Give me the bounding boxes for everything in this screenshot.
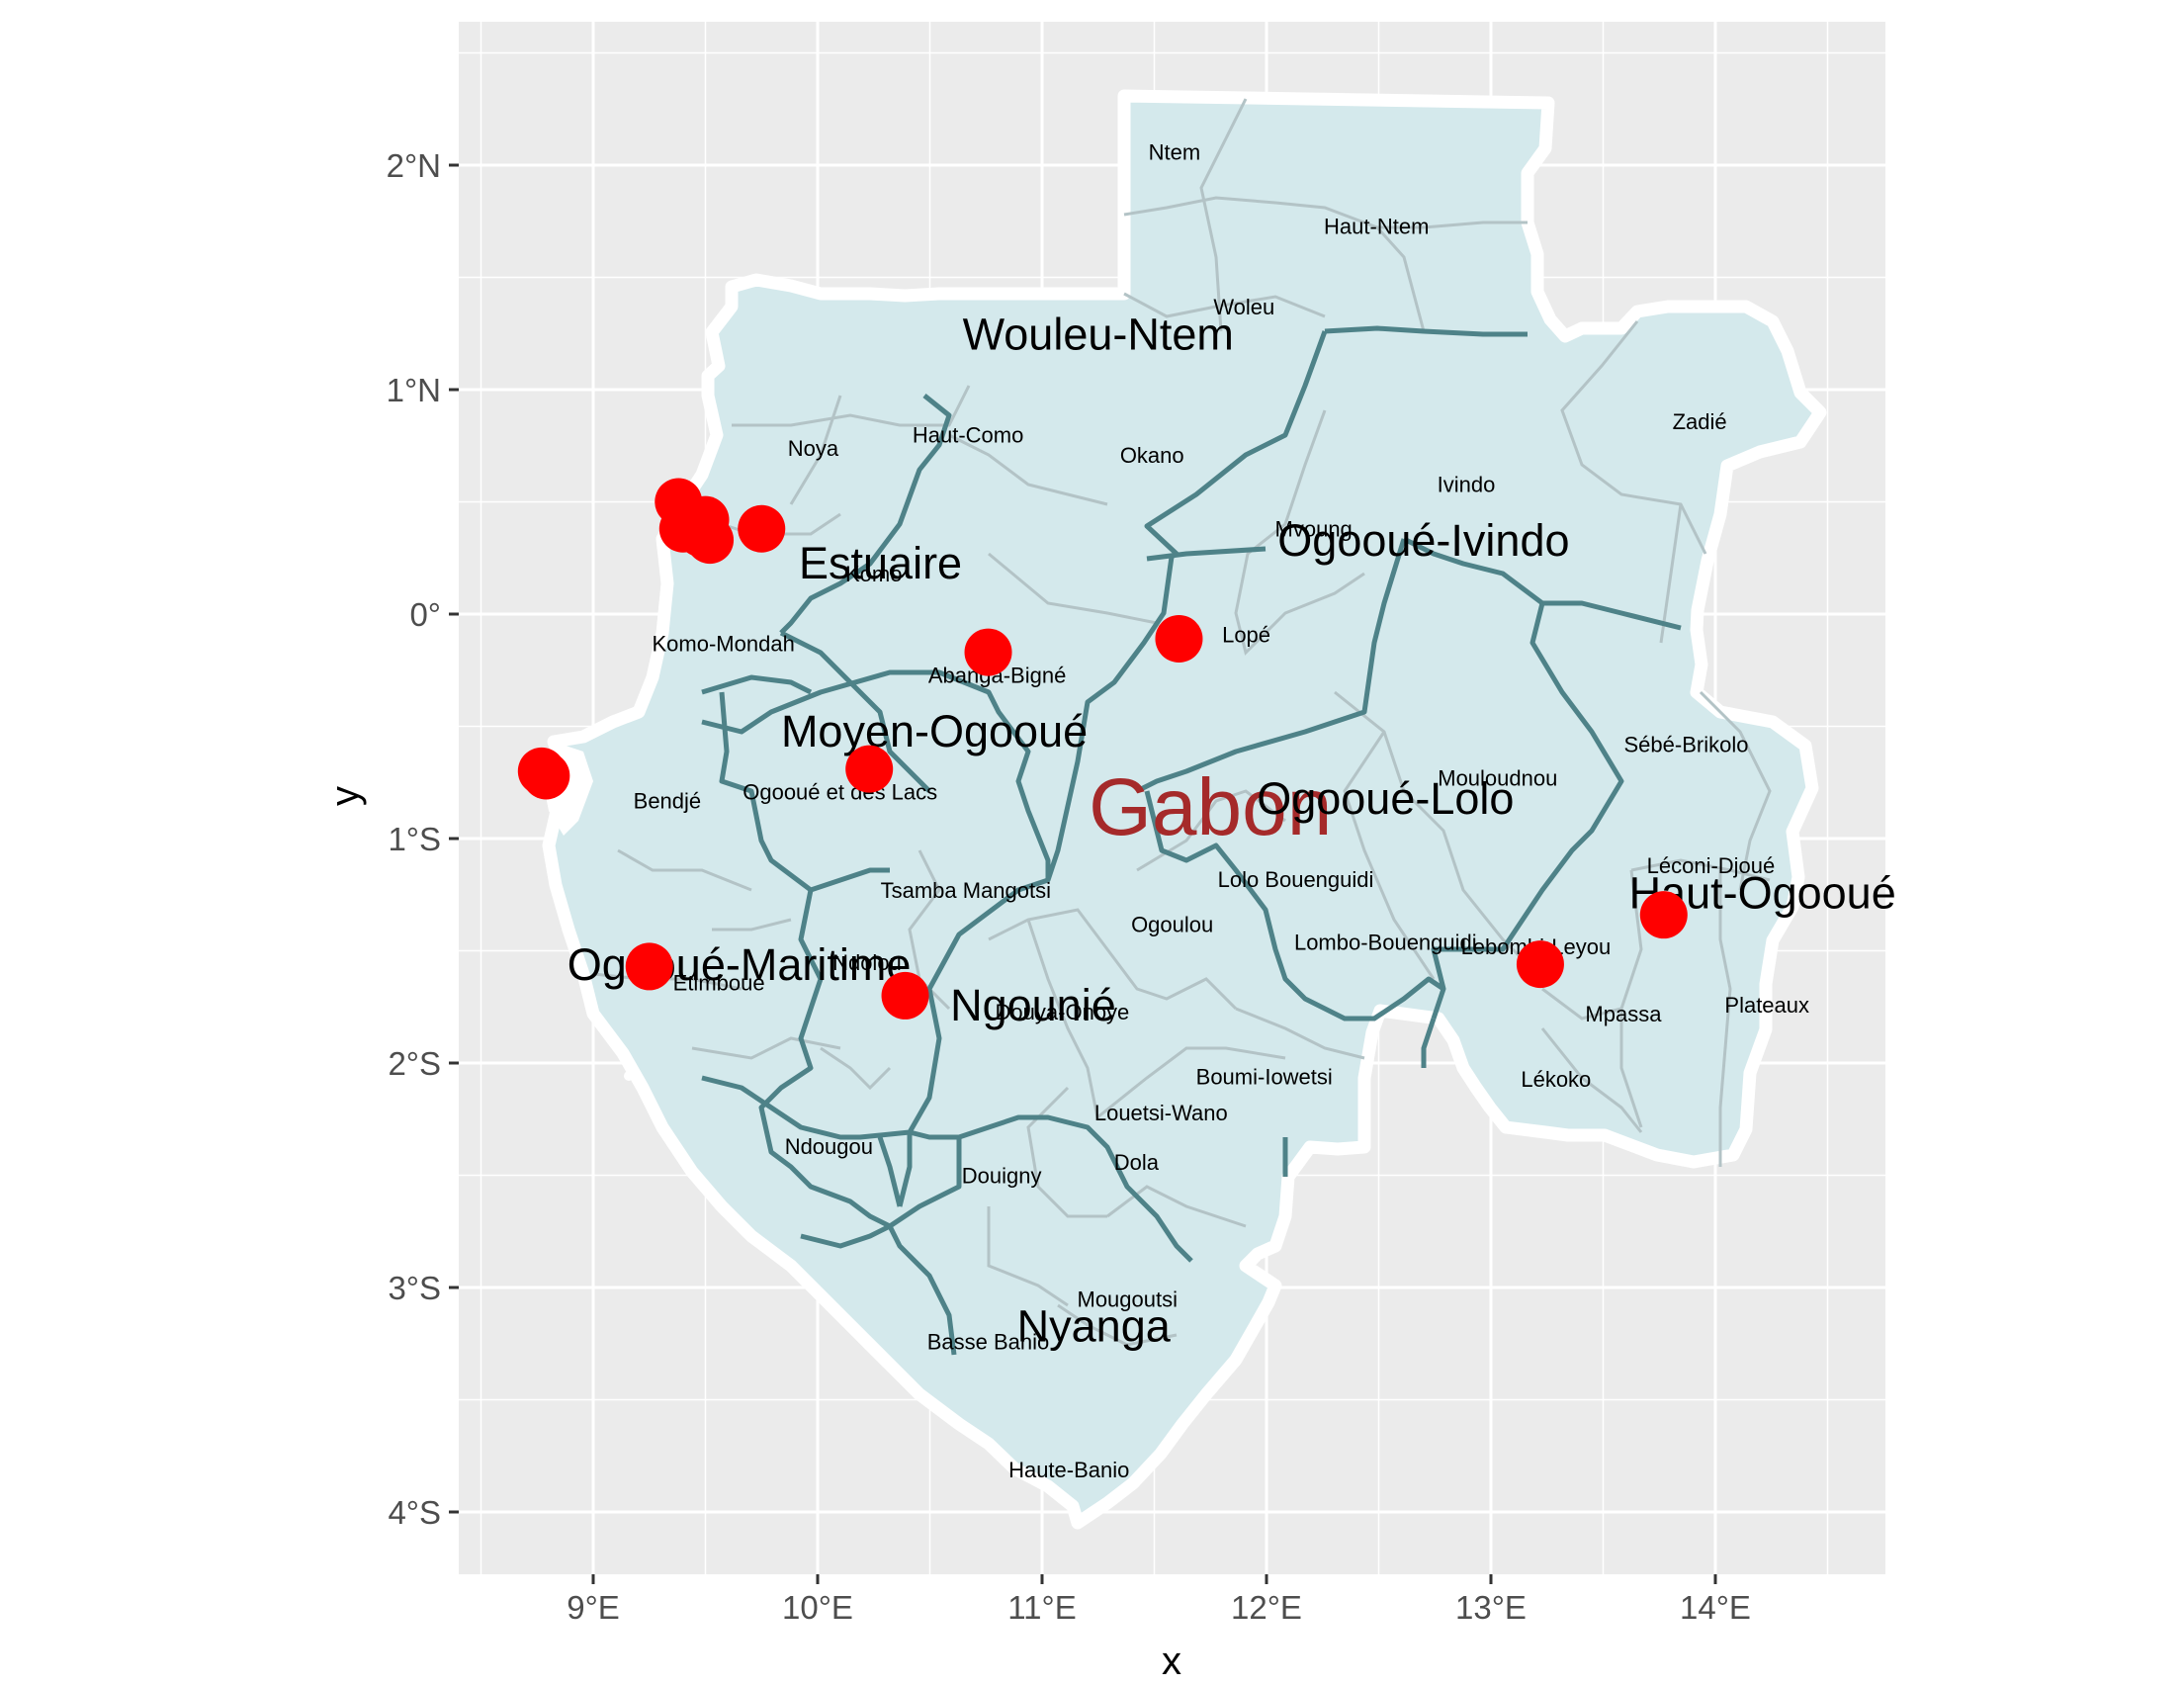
- x-tick-label: 10°E: [782, 1589, 853, 1626]
- axes: 9°E 10°E 11°E 12°E 13°E 14°E 2°N 1°N 0° 1°S 2°S 3°S…: [387, 147, 1751, 1626]
- department-label: Ndolou: [832, 950, 902, 975]
- department-label: Lékoko: [1521, 1067, 1591, 1092]
- department-label: Woleu: [1213, 295, 1274, 319]
- y-tick-label: 3°S: [388, 1270, 441, 1306]
- province-label: Estuaire: [799, 538, 962, 588]
- department-label: Haut-Ntem: [1324, 214, 1429, 238]
- department-label: Mvoung: [1275, 517, 1353, 542]
- department-label: Komo-Mondah: [653, 632, 795, 657]
- data-point: [738, 504, 786, 553]
- data-point: [845, 745, 894, 793]
- data-point: [1639, 891, 1688, 939]
- country-label: Gabon: [1089, 762, 1332, 852]
- department-label: Dola: [1114, 1150, 1160, 1175]
- y-tick-label: 2°N: [387, 147, 441, 184]
- data-point: [658, 504, 707, 553]
- department-label: Tsamba Mangotsi: [881, 878, 1051, 903]
- x-axis-title: x: [1162, 1640, 1181, 1683]
- department-label: Basse Banio: [927, 1329, 1050, 1354]
- department-label: Mpassa: [1585, 1002, 1662, 1026]
- department-label: Douigny: [962, 1164, 1042, 1189]
- data-point: [522, 752, 570, 800]
- department-label: Haut-Como: [913, 422, 1023, 447]
- department-label: Haute-Banio: [1008, 1458, 1129, 1482]
- province-label: Nyanga: [1017, 1301, 1172, 1352]
- data-point: [881, 971, 929, 1020]
- map-labels: Ntem Haut-Ntem Woleu Okano Haut-Como Noya Zadi…: [568, 139, 1896, 1481]
- department-label: Zadié: [1673, 409, 1727, 434]
- y-axis-title: y: [323, 786, 367, 806]
- data-point: [1516, 940, 1564, 989]
- department-label: Komo: [845, 562, 902, 586]
- department-label: Lombo-Bouenguidi: [1294, 930, 1477, 954]
- department-label: Ndougou: [785, 1134, 873, 1159]
- department-label: Lopé: [1222, 622, 1270, 647]
- data-points: [517, 478, 1688, 1020]
- department-borders: [592, 98, 1772, 1347]
- y-tick-label: 0°: [409, 596, 441, 633]
- department-label: Etimboué: [673, 970, 765, 995]
- x-tick-label: 9°E: [567, 1589, 620, 1626]
- y-tick-label: 1°N: [387, 372, 441, 408]
- province-label: Wouleu-Ntem: [963, 309, 1234, 359]
- department-label: Noya: [788, 436, 839, 461]
- department-label: Plateaux: [1724, 993, 1809, 1018]
- department-label: Boumi-Iowetsi: [1196, 1065, 1333, 1090]
- province-label: Ogooué-Lolo: [1257, 773, 1514, 824]
- department-label: Ntem: [1149, 139, 1201, 164]
- department-label: Ogooué et des Lacs: [743, 779, 937, 804]
- province-label: Moyen-Ogooué: [781, 706, 1088, 756]
- department-label: Ivindo: [1438, 472, 1496, 496]
- x-tick-label: 12°E: [1231, 1589, 1302, 1626]
- y-tick-label: 4°S: [388, 1494, 441, 1531]
- department-label: Léconi-Djoué: [1647, 853, 1776, 878]
- gabon-outline: [542, 89, 1827, 1530]
- province-label: Ogooué-Ivindo: [1277, 515, 1569, 566]
- province-label: Ngounié: [950, 980, 1116, 1030]
- department-label: Lolo Bouenguidi: [1218, 867, 1374, 892]
- department-label: Mouloudnou: [1438, 766, 1557, 791]
- data-point: [1155, 614, 1203, 663]
- x-tick-label: 11°E: [1007, 1589, 1076, 1626]
- x-tick-label: 14°E: [1680, 1589, 1751, 1626]
- province-borders: [701, 325, 1682, 1356]
- gabon-landmass: [542, 89, 1827, 1530]
- department-label: Mougoutsi: [1078, 1287, 1179, 1311]
- department-label: Bendjé: [634, 788, 702, 813]
- x-tick-label: 13°E: [1455, 1589, 1527, 1626]
- department-label: Douya-Onoye: [996, 1000, 1130, 1024]
- data-point: [625, 942, 673, 991]
- y-tick-label: 2°S: [388, 1045, 441, 1082]
- department-label: Louetsi-Wano: [1094, 1101, 1228, 1125]
- department-label: Sébé-Brikolo: [1624, 733, 1749, 757]
- department-label: Ogoulou: [1131, 912, 1213, 936]
- province-label: Ogooué-Maritime: [568, 939, 912, 990]
- small-island: [624, 1071, 634, 1081]
- y-tick-label: 1°S: [388, 821, 441, 857]
- data-point: [964, 628, 1012, 676]
- department-label: Okano: [1120, 443, 1184, 468]
